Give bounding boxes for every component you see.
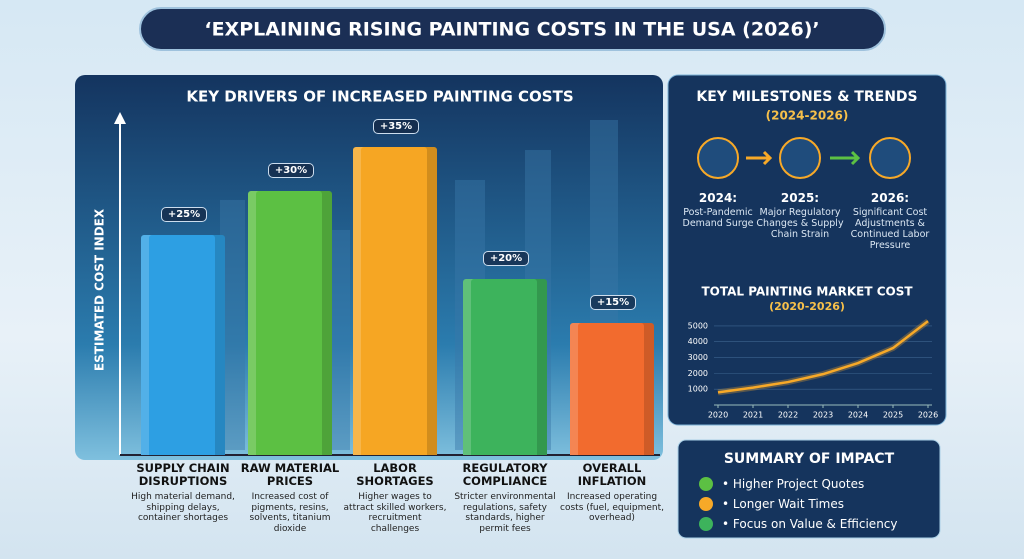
bar-chart-title: KEY DRIVERS OF INCREASED PAINTING COSTS	[186, 88, 573, 106]
x-tick-label: 2024	[848, 411, 868, 420]
category-label: RAW MATERIAL PRICES	[240, 461, 340, 488]
category-label: SUPPLY CHAIN DISRUPTIONS	[136, 461, 230, 488]
category-label: LABOR SHORTAGES	[356, 461, 434, 488]
bar	[570, 323, 654, 455]
summary-item: • Focus on Value & Efficiency	[722, 517, 898, 531]
x-tick-label: 2026	[918, 411, 938, 420]
value-label: +30%	[268, 163, 314, 178]
milestone-text: Major Regulatory Changes & Supply Chain …	[756, 207, 844, 240]
y-tick-label: 3000	[688, 353, 708, 362]
value-label: +15%	[590, 295, 636, 310]
milestone-year: 2025:	[780, 191, 820, 205]
bar	[248, 191, 332, 455]
summary-text: Longer Wait Times	[732, 497, 844, 511]
line	[717, 320, 929, 394]
value-label: +20%	[483, 251, 529, 266]
summary-item: • Longer Wait Times	[722, 497, 844, 511]
x-tick-label: 2020	[708, 411, 728, 420]
summary-panel	[677, 439, 941, 539]
y-axis-label: ESTIMATED COST INDEX	[93, 208, 107, 371]
y-tick-label: 5000	[688, 321, 708, 330]
x-tick-label: 2021	[743, 411, 763, 420]
category-label: REGULATORY COMPLIANCE	[462, 461, 548, 488]
x-tick-label: 2022	[778, 411, 798, 420]
category-description: Increased operating costs (fuel, equipme…	[560, 492, 664, 523]
category-description: Higher wages to attract skilled workers,…	[343, 492, 447, 534]
milestones-subtitle: (2024-2026)	[766, 109, 849, 123]
line-chart-subtitle: (2020-2026)	[769, 300, 845, 313]
y-tick-label: 2000	[688, 369, 708, 378]
bar	[353, 147, 437, 455]
y-tick-label: 4000	[688, 337, 708, 346]
x-tick-label: 2023	[813, 411, 833, 420]
summary-title: SUMMARY OF IMPACT	[724, 451, 895, 467]
bar	[141, 235, 225, 455]
summary-icons	[699, 477, 713, 531]
summary-text: Focus on Value & Efficiency	[732, 517, 898, 531]
bar	[463, 279, 547, 455]
milestone-year: 2026:	[870, 191, 910, 205]
milestone-year: 2024:	[698, 191, 738, 205]
page-title: ‘EXPLAINING RISING PAINTING COSTS IN THE…	[204, 19, 819, 41]
category-description: Stricter environmental regulations, safe…	[454, 492, 556, 534]
summary-item: • Higher Project Quotes	[722, 477, 865, 491]
line-chart-title: TOTAL PAINTING MARKET COST	[701, 285, 913, 299]
category-description: Increased cost of pigments, resins, solv…	[249, 492, 331, 534]
category-label: OVERALL INFLATION	[577, 461, 647, 488]
milestone-icons	[697, 137, 911, 179]
value-label: +35%	[373, 119, 419, 134]
value-label: +25%	[161, 207, 207, 222]
y-arrow	[114, 112, 126, 124]
milestone-text: Significant Cost Adjustments & Continued…	[850, 207, 930, 251]
x-tick-label: 2025	[883, 411, 903, 420]
milestone-text: Post-Pandemic Demand Surge	[682, 207, 754, 229]
category-description: High material demand, shipping delays, c…	[131, 492, 235, 523]
milestones-title: KEY MILESTONES & TRENDS	[696, 89, 917, 105]
y-tick-label: 1000	[688, 385, 708, 394]
title-banner	[139, 7, 886, 51]
summary-text: Higher Project Quotes	[732, 477, 865, 491]
